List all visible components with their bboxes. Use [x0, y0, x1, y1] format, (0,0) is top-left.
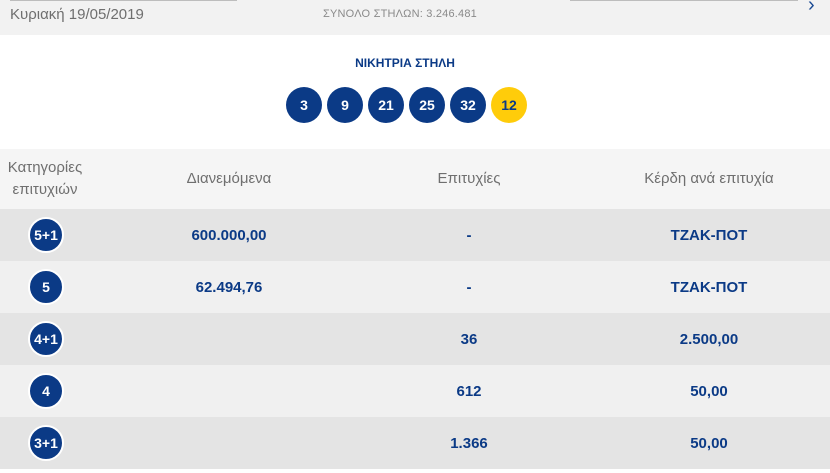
divider-right [570, 0, 798, 1]
divider-left [10, 0, 237, 1]
successes-value: 36 [460, 330, 478, 348]
draw-date: Κυριακή 19/05/2019 [10, 6, 144, 23]
successes-value: 612 [456, 382, 482, 400]
winning-number-ball: 3 [286, 87, 322, 123]
winning-column-title: ΝΙΚΗΤΡΙΑ ΣΤΗΛΗ [355, 56, 455, 70]
header-distributed: Διανεμόμενα [186, 170, 272, 187]
prize-value: 50,00 [690, 382, 728, 400]
prize-value: ΤΖΑΚ-ΠΟΤ [670, 278, 748, 296]
bonus-number-ball: 12 [491, 87, 527, 123]
distributed-value: 600.000,00 [191, 226, 267, 244]
category-badge: 4+1 [28, 321, 64, 357]
winning-number-ball: 25 [409, 87, 445, 123]
header-successes: Επιτυχίες [437, 170, 501, 187]
winning-number-ball: 32 [450, 87, 486, 123]
distributed-value [130, 417, 328, 469]
successes-value: - [466, 226, 472, 244]
category-badge: 5+1 [28, 217, 64, 253]
category-badge: 3+1 [28, 425, 64, 461]
distributed-value: 62.494,76 [195, 278, 263, 296]
chevron-right-icon[interactable]: › [808, 0, 815, 16]
table-row: 5+1 600.000,00 - ΤΖΑΚ-ΠΟΤ [0, 209, 830, 261]
table-row: 3+1 1.366 50,00 [0, 417, 830, 469]
successes-value: 1.366 [450, 434, 488, 452]
winning-numbers: 3 9 21 25 32 12 [286, 87, 532, 123]
prize-value: 2.500,00 [679, 330, 739, 348]
header-prize-per-success: Κέρδη ανά επιτυχία [644, 170, 774, 187]
category-badge: 4 [28, 373, 64, 409]
winning-number-ball: 9 [327, 87, 363, 123]
winning-number-ball: 21 [368, 87, 404, 123]
distributed-value [130, 313, 328, 365]
distributed-value [130, 365, 328, 417]
category-badge: 5 [28, 269, 64, 305]
results-table-header: Κατηγορίες επιτυχιών Διανεμόμενα Επιτυχί… [0, 149, 830, 209]
table-row: 4 612 50,00 [0, 365, 830, 417]
table-row: 5 62.494,76 - ΤΖΑΚ-ΠΟΤ [0, 261, 830, 313]
prize-value: 50,00 [690, 434, 728, 452]
table-row: 4+1 36 2.500,00 [0, 313, 830, 365]
header-category: Κατηγορίες επιτυχιών [7, 159, 83, 198]
successes-value: - [466, 278, 472, 296]
draw-info-bar: Κυριακή 19/05/2019 ΣΥΝΟΛΟ ΣΤΗΛΩΝ: 3.246.… [0, 0, 830, 35]
prize-value: ΤΖΑΚ-ΠΟΤ [670, 226, 748, 244]
total-columns: ΣΥΝΟΛΟ ΣΤΗΛΩΝ: 3.246.481 [323, 8, 477, 20]
